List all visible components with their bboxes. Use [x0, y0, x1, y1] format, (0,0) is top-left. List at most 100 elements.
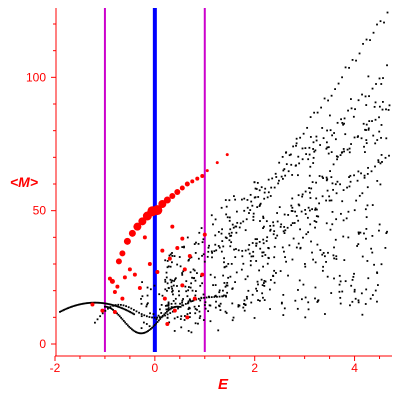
black-point	[79, 303, 82, 306]
black-point	[200, 275, 202, 278]
black-point	[200, 296, 203, 299]
black-point	[283, 307, 286, 310]
black-point	[148, 325, 151, 328]
black-point	[68, 306, 71, 309]
black-point	[146, 294, 149, 297]
black-point	[273, 245, 276, 248]
black-point	[311, 251, 313, 254]
black-point	[104, 309, 107, 312]
black-point	[246, 275, 249, 278]
black-point	[174, 306, 176, 308]
black-point	[364, 303, 367, 305]
black-point	[263, 285, 266, 287]
black-point	[166, 313, 169, 316]
black-point	[262, 227, 264, 230]
black-point	[380, 124, 383, 126]
black-point	[360, 292, 363, 295]
red-point	[192, 296, 197, 301]
black-point	[325, 147, 328, 150]
black-point	[166, 282, 169, 285]
black-point	[348, 66, 350, 69]
black-point	[344, 280, 347, 283]
black-point	[365, 38, 368, 41]
black-point	[354, 108, 356, 111]
black-point	[198, 317, 201, 319]
black-point	[241, 198, 243, 201]
black-point	[341, 151, 344, 154]
black-point	[356, 245, 359, 247]
black-point	[379, 20, 382, 23]
black-point	[325, 261, 327, 263]
black-point	[257, 299, 259, 301]
black-point	[118, 315, 121, 318]
black-point	[281, 155, 284, 158]
black-point	[357, 232, 360, 235]
black-point	[178, 290, 180, 293]
black-point	[351, 58, 354, 61]
black-point	[326, 129, 328, 132]
black-point	[82, 302, 84, 305]
black-point	[183, 319, 186, 321]
black-point	[255, 287, 258, 290]
black-point	[101, 312, 104, 315]
black-point	[252, 215, 255, 218]
black-point	[374, 118, 377, 121]
black-point	[366, 186, 369, 189]
black-point	[309, 136, 312, 138]
black-point	[252, 255, 255, 258]
black-point	[341, 290, 344, 293]
black-point	[249, 260, 252, 262]
black-point	[171, 261, 173, 264]
black-point	[189, 271, 192, 274]
black-point	[342, 219, 345, 222]
black-point	[364, 208, 367, 211]
black-point	[232, 226, 235, 229]
black-point	[263, 299, 266, 301]
black-point	[176, 316, 179, 319]
black-point	[357, 99, 360, 102]
black-point	[149, 328, 152, 330]
black-point	[256, 289, 258, 292]
black-point	[194, 252, 197, 254]
black-point	[295, 142, 298, 145]
black-point	[259, 202, 262, 205]
black-point	[291, 258, 294, 261]
black-point	[294, 299, 297, 302]
black-point	[234, 225, 237, 228]
black-point	[350, 143, 352, 145]
black-point	[315, 221, 318, 223]
black-point	[102, 302, 105, 305]
black-point	[188, 258, 190, 261]
black-point	[277, 182, 280, 185]
black-point	[203, 296, 205, 299]
black-point	[115, 305, 118, 308]
black-point	[262, 215, 265, 218]
black-point	[155, 318, 158, 321]
black-point	[352, 275, 355, 278]
black-point	[370, 247, 373, 250]
black-point	[105, 305, 108, 308]
black-point	[264, 187, 267, 190]
black-point	[71, 305, 74, 308]
black-point	[305, 233, 308, 236]
black-point	[128, 325, 131, 328]
black-point	[108, 306, 110, 309]
black-point	[298, 204, 301, 207]
black-point	[380, 154, 383, 156]
black-point	[266, 262, 269, 265]
red-point	[112, 310, 117, 314]
black-point	[167, 302, 170, 305]
black-point	[292, 145, 295, 148]
black-point	[212, 223, 214, 226]
black-point	[304, 190, 307, 193]
black-point	[144, 331, 147, 334]
black-point	[176, 305, 179, 308]
black-point	[309, 116, 312, 118]
black-point	[215, 300, 217, 303]
red-point	[175, 246, 180, 250]
black-point	[320, 106, 323, 109]
black-point	[107, 307, 109, 310]
black-point	[362, 42, 364, 45]
black-point	[194, 307, 197, 310]
black-point	[333, 257, 336, 260]
